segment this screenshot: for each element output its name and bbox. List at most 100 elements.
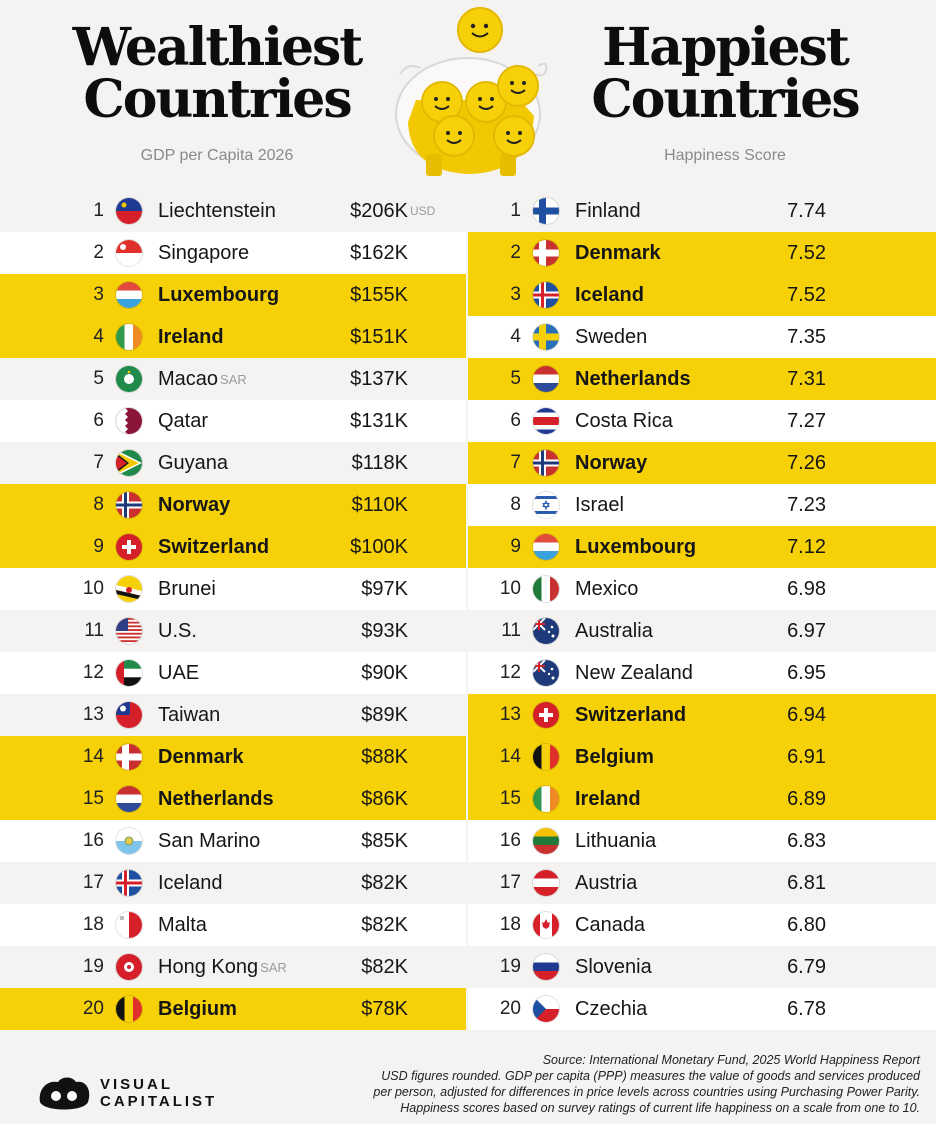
rank-number: 17 <box>499 872 521 893</box>
table-row: 10 Brunei $97K <box>0 568 466 610</box>
rank-number: 4 <box>510 326 521 347</box>
rank-number: 16 <box>82 830 104 851</box>
rank-number: 4 <box>93 326 104 347</box>
country-name: Austria <box>575 871 638 894</box>
falling-coin-icon <box>457 7 503 53</box>
rank-number: 9 <box>93 536 104 557</box>
source-note: Source: International Monetary Fund, 202… <box>542 1053 920 1067</box>
country-name: Brunei <box>158 577 216 600</box>
gdp-value: $137K <box>350 367 408 390</box>
rank-number: 19 <box>82 956 104 977</box>
table-row: 2 Singapore $162K <box>0 232 466 274</box>
happiness-score: 7.27 <box>787 409 826 432</box>
rank-number: 6 <box>93 410 104 431</box>
happiness-score: 6.80 <box>787 913 826 936</box>
table-row: 17 Austria 6.81 <box>468 862 936 904</box>
footer: VISUAL CAPITALIST Source: International … <box>0 1042 936 1124</box>
gdp-value: $131K <box>350 409 408 432</box>
table-row: 3 Iceland 7.52 <box>468 274 936 316</box>
table-row: 4 Ireland $151K <box>0 316 466 358</box>
brunei-flag-icon <box>116 576 142 602</box>
country-name: Switzerland <box>575 703 687 726</box>
country-name: Taiwan <box>158 703 221 726</box>
rank-number: 12 <box>499 662 521 683</box>
happiest-title-line-1: Happiest <box>602 17 850 78</box>
happiness-score: 6.81 <box>787 871 826 894</box>
rank-number: 20 <box>82 998 104 1019</box>
country-name: Singapore <box>158 241 250 264</box>
macao-flag-icon <box>116 366 142 392</box>
table-row: 17 Iceland $82K <box>0 862 466 904</box>
costa-rica-flag-icon <box>533 408 559 434</box>
rank-number: 6 <box>510 410 521 431</box>
happiness-score: 7.74 <box>787 199 826 222</box>
luxembourg-flag-icon <box>533 534 559 560</box>
table-row: 9 Luxembourg 7.12 <box>468 526 936 568</box>
rank-number: 7 <box>510 452 521 473</box>
table-row: 19 Hong Kong SAR $82K <box>0 946 466 988</box>
iceland-flag-icon <box>116 870 142 896</box>
rank-number: 10 <box>499 578 521 599</box>
smiling-coin-icon <box>493 115 535 157</box>
table-row: 12 New Zealand 6.95 <box>468 652 936 694</box>
country-name: Iceland <box>575 283 644 306</box>
method-note-2: per person, adjusted for differences in … <box>373 1085 920 1099</box>
happiest-title-line-2: Countries <box>591 69 860 130</box>
gdp-value: $82K <box>361 913 408 936</box>
table-row: 10 Mexico 6.98 <box>468 568 936 610</box>
gdp-value: $97K <box>361 577 408 600</box>
happiness-score: 6.89 <box>787 787 826 810</box>
wealthiest-list: 1 Liechtenstein $206K USD 2 Singapore $162K 3 Lu… <box>0 190 466 1030</box>
wealthiest-title-line-1: Wealthiest <box>72 17 364 78</box>
singapore-flag-icon <box>116 240 142 266</box>
rank-number: 5 <box>93 368 104 389</box>
country-name: San Marino <box>158 829 261 852</box>
happiness-score: 7.52 <box>787 283 826 306</box>
country-name: Malta <box>158 913 207 936</box>
country-name: New Zealand <box>575 661 693 684</box>
happiness-score: 7.31 <box>787 367 826 390</box>
malta-flag-icon <box>116 912 142 938</box>
rank-number: 8 <box>510 494 521 515</box>
norway-flag-icon <box>116 492 142 518</box>
gdp-value: $155K <box>350 283 408 306</box>
happiest-title: Happiest Countries <box>560 22 890 126</box>
gdp-value: $86K <box>361 787 408 810</box>
happiness-score: 6.94 <box>787 703 826 726</box>
netherlands-flag-icon <box>116 786 142 812</box>
happiness-score: 7.26 <box>787 451 826 474</box>
rank-number: 11 <box>84 620 104 641</box>
country-name: Denmark <box>158 745 244 768</box>
czechia-flag-icon <box>533 996 559 1022</box>
rank-number: 18 <box>499 914 521 935</box>
new-zealand-flag-icon <box>533 660 559 686</box>
country-name: Sweden <box>575 325 648 348</box>
uae-flag-icon <box>116 660 142 686</box>
header: Wealthiest Countries GDP per Capita 2026 <box>0 0 936 190</box>
country-name: Mexico <box>575 577 639 600</box>
happiness-score: 7.12 <box>787 535 826 558</box>
gdp-value: $118K <box>351 451 408 474</box>
lithuania-flag-icon <box>533 828 559 854</box>
table-row: 6 Costa Rica 7.27 <box>468 400 936 442</box>
us-flag-icon <box>116 618 142 644</box>
country-name: Finland <box>575 199 641 222</box>
san-marino-flag-icon <box>116 828 142 854</box>
country-name: U.S. <box>158 619 197 642</box>
gdp-value: $90K <box>361 661 408 684</box>
table-row: 5 Netherlands 7.31 <box>468 358 936 400</box>
country-name: Guyana <box>158 451 229 474</box>
table-row: 20 Czechia 6.78 <box>468 988 936 1030</box>
country-name: Macao <box>158 367 219 390</box>
country-name: Australia <box>575 619 653 642</box>
table-row: 18 Canada 6.80 <box>468 904 936 946</box>
wealthiest-title-line-2: Countries <box>83 69 352 130</box>
austria-flag-icon <box>533 870 559 896</box>
gdp-value: $82K <box>361 955 408 978</box>
table-row: 8 Norway $110K <box>0 484 466 526</box>
taiwan-flag-icon <box>116 702 142 728</box>
country-name: Slovenia <box>575 955 652 978</box>
rank-number: 2 <box>93 242 104 263</box>
gdp-value: $100K <box>350 535 408 558</box>
happiness-score: 6.78 <box>787 997 826 1020</box>
